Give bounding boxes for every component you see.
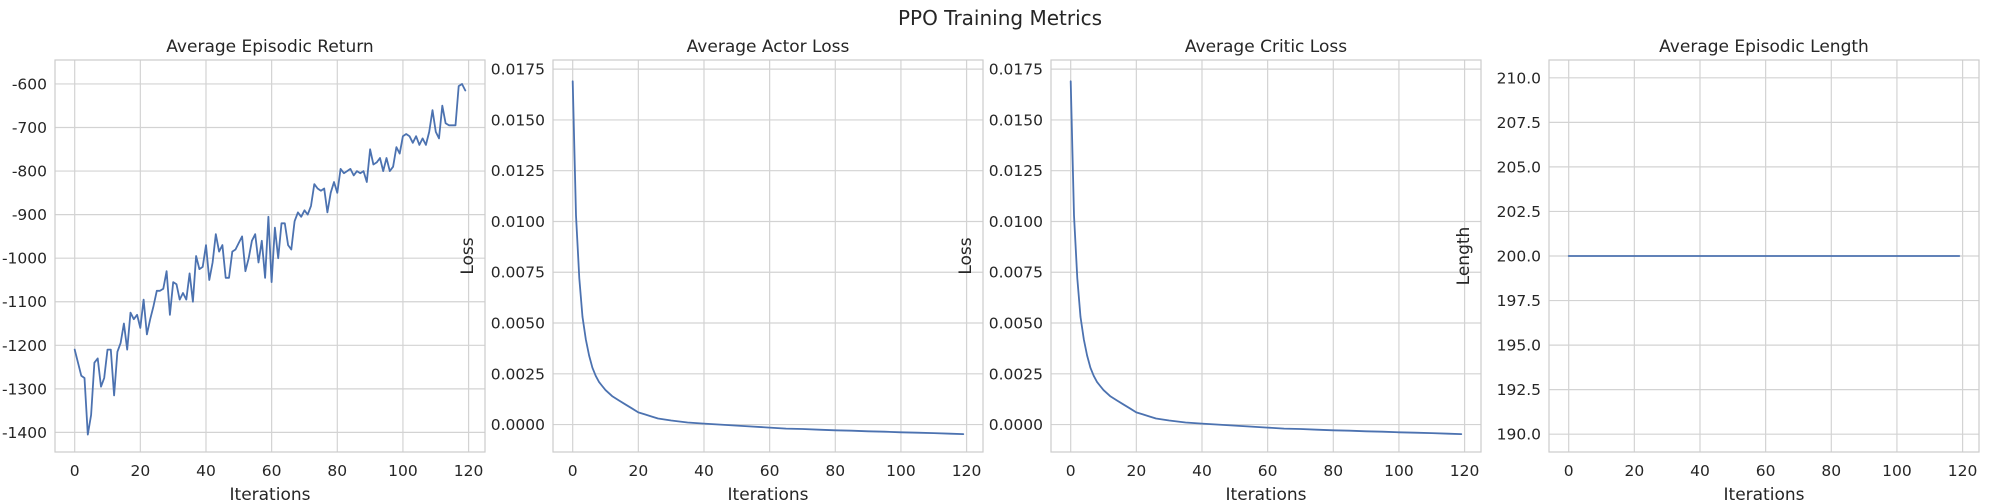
panel-episodic-length: Average Episodic Length Iterations Lengt… (1454, 37, 1980, 500)
y-tick-label: 0.0150 (989, 111, 1043, 129)
x-axis-label: Iterations (230, 485, 311, 500)
x-tick-label: 20 (1624, 462, 1644, 480)
x-tick-label: 0 (1564, 462, 1574, 480)
y-tick-label: -700 (12, 119, 47, 137)
x-tick-label: 80 (1323, 462, 1343, 480)
y-tick-label: 202.5 (1497, 203, 1541, 221)
y-tick-label: 0.0125 (989, 162, 1043, 180)
panel-episodic-return: Average Episodic Return Iterations 0 20 40… (2, 37, 486, 500)
x-tick-label: 0 (70, 462, 80, 480)
y-tick-label: 0.0175 (989, 61, 1043, 79)
y-tick-label: 0.0050 (989, 315, 1043, 333)
panel-actor-loss: Average Actor Loss Iterations Loss 0 20 40… (458, 37, 984, 500)
y-tick-label: -1100 (2, 293, 47, 311)
x-tick-label: 100 (388, 462, 418, 480)
x-tick-label: 120 (1948, 462, 1978, 480)
x-tick-label: 120 (952, 462, 982, 480)
x-tick-label: 60 (262, 462, 282, 480)
x-tick-label: 120 (454, 462, 484, 480)
y-tick-label: 0.0025 (989, 365, 1043, 383)
x-tick-label: 40 (1690, 462, 1710, 480)
y-tick-label: 0.0050 (491, 315, 545, 333)
figure-title: PPO Training Metrics (898, 6, 1102, 30)
y-tick-label: 0.0100 (491, 213, 545, 231)
x-tick-label: 20 (130, 462, 150, 480)
y-tick-label: -1200 (2, 337, 47, 355)
x-tick-label: 40 (694, 462, 714, 480)
y-tick-label: -800 (12, 163, 47, 181)
y-tick-label: -1400 (2, 424, 47, 442)
x-tick-label: 20 (1126, 462, 1146, 480)
gridlines (1549, 60, 1979, 452)
y-tick-label: 0.0100 (989, 213, 1043, 231)
panel-title: Average Actor Loss (687, 37, 850, 57)
plot-frame (1548, 59, 1980, 453)
panel-title: Average Episodic Length (1659, 37, 1869, 57)
x-tick-label: 100 (886, 462, 916, 480)
panel-title: Average Critic Loss (1185, 37, 1347, 57)
plot-frame (552, 59, 984, 453)
y-tick-label: 192.5 (1497, 381, 1541, 399)
y-tick-label: 210.0 (1497, 69, 1541, 87)
y-tick-label: 205.0 (1497, 158, 1541, 176)
x-tick-label: 120 (1450, 462, 1480, 480)
x-tick-label: 80 (327, 462, 347, 480)
panel-critic-loss: Average Critic Loss Iterations Loss 0 20 4… (956, 37, 1482, 500)
y-tick-label: 195.0 (1497, 337, 1541, 355)
x-tick-label: 0 (1066, 462, 1076, 480)
x-axis-label: Iterations (728, 485, 809, 500)
gridlines (1051, 60, 1481, 452)
series-line (1069, 80, 1463, 436)
y-axis-label: Loss (458, 237, 478, 274)
x-tick-label: 40 (196, 462, 216, 480)
y-tick-label: 207.5 (1497, 114, 1541, 132)
series-line (73, 83, 467, 436)
x-tick-label: 100 (1882, 462, 1912, 480)
panel-title: Average Episodic Return (166, 37, 373, 57)
x-tick-label: 80 (1821, 462, 1841, 480)
y-tick-label: 0.0000 (491, 416, 545, 434)
plot-frame (54, 59, 486, 453)
y-tick-label: 0.0075 (989, 264, 1043, 282)
x-tick-label: 80 (825, 462, 845, 480)
y-tick-label: 200.0 (1497, 248, 1541, 266)
y-tick-label: 197.5 (1497, 292, 1541, 310)
y-tick-label: 190.0 (1497, 426, 1541, 444)
y-tick-label: 0.0075 (491, 264, 545, 282)
y-tick-label: 0.0175 (491, 61, 545, 79)
x-axis-label: Iterations (1724, 485, 1805, 500)
plot-frame (1050, 59, 1482, 453)
x-tick-label: 60 (1258, 462, 1278, 480)
series-line (571, 80, 965, 436)
x-tick-label: 100 (1384, 462, 1414, 480)
x-tick-label: 40 (1192, 462, 1212, 480)
x-tick-label: 0 (568, 462, 578, 480)
y-axis-label: Length (1454, 227, 1474, 286)
y-tick-label: -600 (12, 75, 47, 93)
x-tick-label: 60 (760, 462, 780, 480)
y-tick-label: 0.0025 (491, 365, 545, 383)
gridlines (55, 60, 485, 452)
gridlines (553, 60, 983, 452)
y-tick-label: 0.0000 (989, 416, 1043, 434)
y-tick-label: 0.0125 (491, 162, 545, 180)
y-tick-label: -900 (12, 206, 47, 224)
x-axis-label: Iterations (1226, 485, 1307, 500)
y-tick-label: 0.0150 (491, 111, 545, 129)
y-tick-label: -1000 (2, 250, 47, 268)
y-tick-label: -1300 (2, 380, 47, 398)
x-tick-label: 60 (1756, 462, 1776, 480)
x-tick-label: 20 (628, 462, 648, 480)
y-axis-label: Loss (956, 237, 976, 274)
